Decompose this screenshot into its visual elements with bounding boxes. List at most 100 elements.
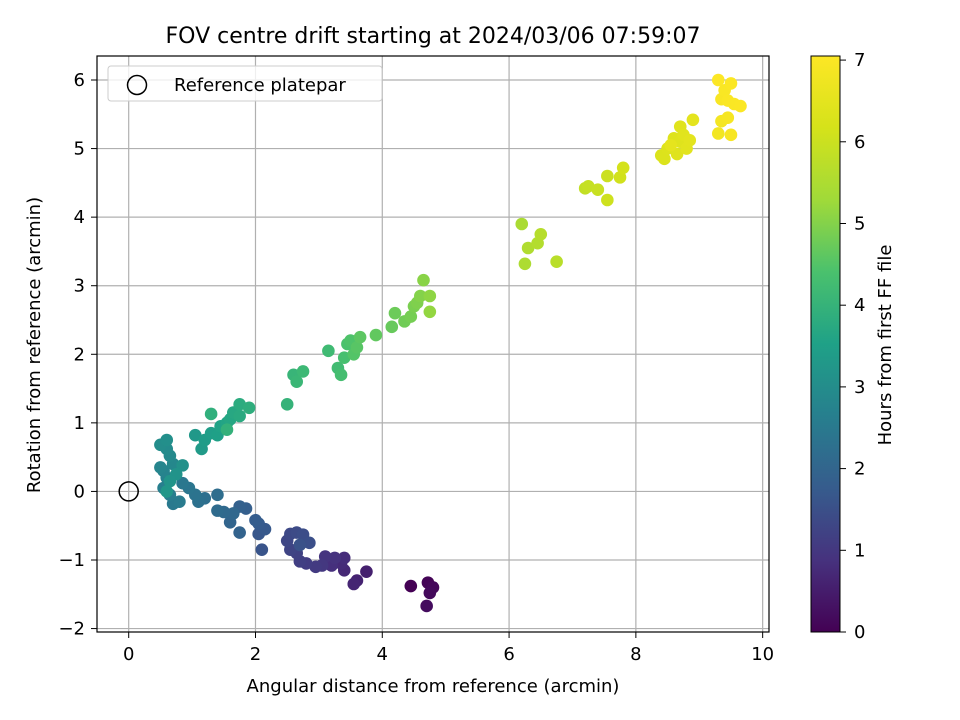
x-axis-label: Angular distance from reference (arcmin)	[247, 676, 620, 697]
colorbar-tick-label: 5	[854, 213, 865, 234]
scatter-point	[290, 375, 303, 389]
scatter-point	[423, 305, 437, 319]
scatter-point	[721, 111, 735, 125]
scatter-points	[154, 73, 747, 613]
scatter-point	[296, 365, 310, 378]
scatter-point	[613, 171, 627, 184]
scatter-point	[385, 320, 399, 334]
colorbar-frame	[810, 55, 841, 633]
scatter-point	[176, 459, 189, 472]
scatter-point	[369, 328, 383, 342]
scatter-point	[328, 551, 342, 565]
scatter-point	[683, 134, 697, 147]
scatter-point	[423, 586, 437, 600]
scatter-point	[160, 485, 174, 498]
scatter-point	[664, 138, 678, 152]
scatter-point	[711, 73, 725, 87]
scatter-point	[423, 289, 437, 303]
scatter-point	[242, 401, 256, 415]
scatter-point	[337, 351, 351, 365]
scatter-point	[347, 577, 361, 591]
scatter-point	[601, 169, 614, 183]
y-tick-label: 3	[74, 276, 85, 297]
scatter-point	[188, 428, 202, 442]
y-tick-label: 5	[74, 139, 85, 160]
scatter-point	[591, 183, 605, 197]
scatter-point	[521, 241, 535, 255]
scatter-point	[204, 407, 218, 421]
scatter-point	[353, 330, 367, 344]
scatter-point	[417, 273, 430, 287]
y-axis-label: Rotation from reference (arcmin)	[24, 197, 45, 493]
scatter-point	[309, 560, 323, 574]
grid	[97, 56, 769, 632]
legend-open-circle-icon	[126, 74, 148, 96]
scatter-point	[658, 152, 671, 166]
scatter-point	[154, 461, 167, 474]
y-tick-label: 2	[74, 344, 85, 365]
y-tick-label: −2	[58, 619, 85, 640]
scatter-point	[255, 543, 269, 557]
y-tick-label: 4	[74, 207, 85, 228]
scatter-point	[582, 179, 595, 193]
scatter-point	[350, 341, 364, 354]
scatter-point	[280, 398, 294, 411]
scatter-point	[734, 99, 747, 113]
scatter-point	[388, 306, 402, 320]
scatter-point	[420, 599, 433, 613]
scatter-point	[233, 526, 246, 539]
reference-platepar-marker	[118, 481, 139, 502]
x-tick-label: 4	[377, 644, 388, 665]
x-tick-label: 2	[250, 644, 261, 665]
scatter-point	[711, 127, 725, 140]
scatter-point	[337, 551, 351, 565]
scatter-point	[249, 513, 262, 527]
scatter-point	[220, 423, 234, 437]
scatter-point	[515, 217, 529, 231]
scatter-point	[601, 193, 614, 207]
colorbar: 0 1 2 3 4 5 6 7 Hours from first FF file	[810, 50, 896, 643]
scatter-point	[176, 476, 189, 490]
scatter-point	[534, 227, 548, 241]
colorbar-tick-label: 4	[854, 295, 865, 316]
colorbar-label: Hours from first FF file	[875, 245, 896, 446]
scatter-point	[360, 565, 373, 578]
scatter-point	[550, 255, 563, 269]
scatter-point	[173, 495, 186, 509]
colorbar-tick-label: 1	[854, 540, 865, 561]
scatter-point	[334, 368, 348, 382]
scatter-point	[404, 310, 418, 323]
x-tick-label: 0	[123, 644, 134, 665]
scatter-point	[211, 488, 224, 502]
scatter-point	[670, 147, 684, 161]
y-tick-label: 1	[74, 413, 85, 434]
scatter-point	[227, 507, 240, 520]
scatter-point	[414, 289, 427, 303]
scatter-point	[724, 77, 738, 90]
scatter-point	[686, 113, 700, 127]
scatter-point	[322, 344, 335, 358]
chart-title: FOV centre drift starting at 2024/03/06 …	[166, 24, 701, 49]
legend-label: Reference platepar	[174, 75, 346, 96]
reference-marker-group	[118, 481, 139, 502]
colorbar-tick-label: 6	[854, 132, 865, 153]
x-tick-label: 10	[751, 644, 774, 665]
scatter-point	[303, 536, 316, 550]
colorbar-tick-label: 2	[854, 459, 865, 480]
scatter-point	[293, 538, 307, 552]
x-tick-label: 8	[630, 644, 641, 665]
legend-box	[107, 65, 383, 102]
legend: Reference platepar	[107, 65, 383, 102]
x-axis-ticks: 0 2 4 6 8 10	[123, 632, 774, 665]
colorbar-gradient	[811, 56, 840, 632]
scatter-point	[163, 474, 177, 488]
colorbar-tick-label: 7	[854, 50, 865, 71]
scatter-point	[233, 398, 246, 411]
scatter-point	[160, 433, 174, 447]
colorbar-ticks: 0 1 2 3 4 5 6 7	[840, 50, 865, 643]
y-tick-label: 0	[74, 481, 85, 502]
scatter-point	[404, 579, 418, 593]
scatter-point	[211, 504, 224, 517]
